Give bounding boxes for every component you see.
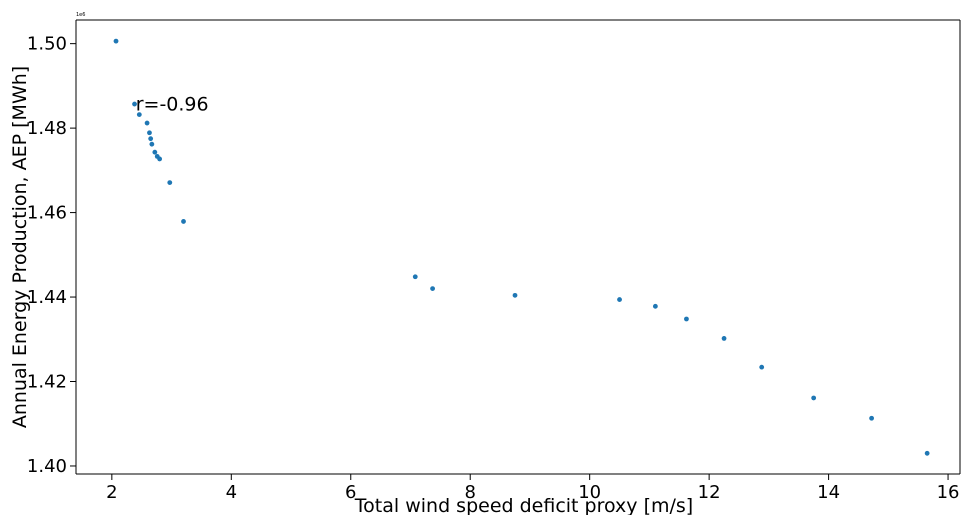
data-point — [811, 395, 817, 401]
x-axis-ticks: 2 4 6 8 10 12 14 16 — [106, 474, 960, 503]
data-point — [617, 297, 622, 302]
y-tick-label: 1.42 — [27, 372, 67, 393]
x-tick-label: 2 — [106, 482, 117, 503]
y-axis-ticks: 1.40 1.42 1.44 1.46 1.48 1.50 — [27, 34, 76, 477]
data-point — [136, 112, 142, 118]
data-point — [181, 219, 186, 224]
data-point — [144, 120, 150, 126]
data-point — [132, 101, 137, 107]
x-tick-label: 8 — [464, 482, 475, 503]
x-tick-label: 10 — [578, 482, 601, 503]
data-point — [147, 130, 152, 136]
y-tick-label: 1.50 — [27, 34, 67, 55]
x-tick-label: 6 — [345, 482, 356, 503]
x-tick-label: 12 — [698, 482, 721, 503]
x-tick-label: 16 — [937, 482, 960, 503]
data-point — [113, 38, 119, 44]
data-point — [152, 149, 158, 155]
data-point — [924, 450, 930, 456]
data-point — [869, 415, 874, 421]
data-points — [113, 38, 930, 456]
data-point — [167, 180, 173, 185]
data-point — [430, 286, 435, 291]
data-point — [149, 141, 155, 147]
y-axis-label: Annual Energy Production, AEP [MWh] — [9, 66, 31, 428]
y-tick-label: 1.40 — [27, 456, 67, 477]
data-point — [157, 156, 163, 162]
x-axis-label: Total wind speed deficit proxy [m/s] — [354, 495, 693, 515]
correlation-annotation: r=-0.96 — [136, 94, 209, 116]
data-point — [148, 136, 154, 142]
data-point — [512, 292, 518, 298]
x-tick-label: 14 — [817, 482, 840, 503]
y-tick-label: 1.48 — [27, 118, 67, 139]
plot-area — [76, 20, 960, 474]
data-point — [652, 303, 658, 309]
x-tick-label: 4 — [226, 482, 237, 503]
data-point — [759, 364, 765, 370]
y-offset-label: 1e6 — [76, 12, 85, 18]
y-tick-label: 1.44 — [27, 287, 67, 308]
data-point — [412, 274, 418, 280]
data-point — [721, 336, 727, 341]
data-point — [684, 316, 689, 322]
y-tick-label: 1.46 — [27, 203, 67, 224]
